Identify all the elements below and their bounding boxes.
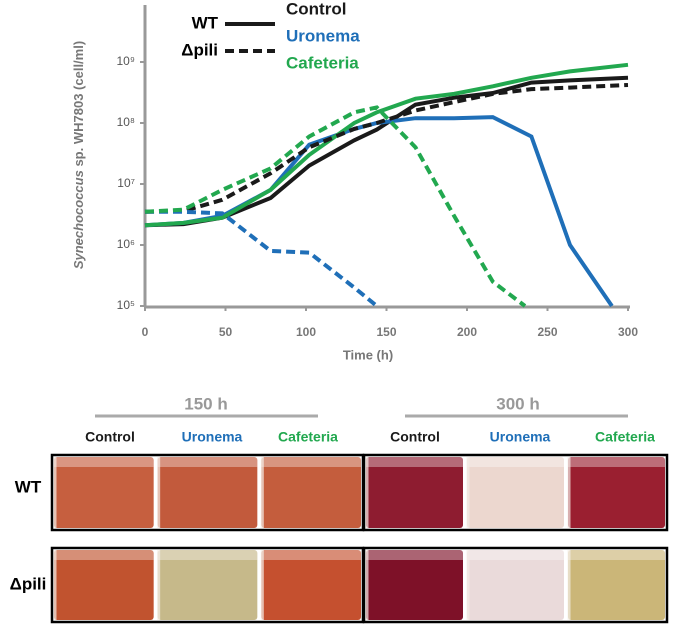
x-tick-label: 0 [142,325,149,339]
time-label: 300 h [496,394,539,413]
vial [366,457,463,528]
photo-frame [362,453,669,532]
vial-top [366,457,463,467]
vial [54,457,154,528]
series-line [144,115,614,308]
x-axis-label: Time (h) [343,347,393,362]
legend-label: WT [192,13,219,32]
vial [54,550,154,620]
column-label: Control [85,429,135,445]
time-label: 150 h [184,394,227,413]
vial-top [568,550,665,560]
vial-top [467,550,564,560]
y-tick-label: 10⁸ [117,115,135,129]
vial [568,457,665,528]
column-label: Cafeteria [595,429,655,445]
x-tick-label: 200 [457,325,477,339]
vial-top [366,550,463,560]
photo-frame [362,546,669,624]
x-tick-label: 100 [296,325,316,339]
vial [157,457,258,528]
vial-top [54,550,154,560]
legend-label: Control [286,0,346,18]
vial [261,550,361,620]
y-tick-label: 10⁶ [117,237,135,251]
vial-top [261,457,361,467]
column-label: Uronema [490,429,551,445]
vial [261,457,361,528]
series-line [144,62,629,228]
vial [157,550,258,620]
row-label: Δpili [10,574,47,593]
legend-label: Δpili [181,40,218,59]
vial [568,550,665,620]
y-tick-label: 10⁷ [117,176,135,190]
y-label-italic: Synechococcus [71,170,86,269]
column-label: Cafeteria [278,429,338,445]
y-axis-label: Synechococcus sp. WH7803 (cell/ml) [71,41,86,269]
plot: 0 50 100 150 200 250 300 10⁵ 10⁶ 10⁷ 10⁸ 10⁹ WT Δpili… [117,0,639,339]
vial-top [467,457,564,467]
vial [366,550,463,620]
vial [467,550,564,620]
vial-top [261,550,361,560]
x-tick-label: 50 [219,325,233,339]
legend-label: Cafeteria [286,53,359,72]
row-label: WT [15,477,42,496]
vial-top [157,550,258,560]
photos: Control Uronema Cafeteria Control Uronema Caf… [50,429,669,624]
vial [467,457,564,528]
x-tick-label: 300 [618,325,638,339]
x-tick-label: 150 [376,325,396,339]
vial-top [54,457,154,467]
y-label-rest: sp. WH7803 (cell/ml) [71,41,86,170]
y-tick-label: 10⁵ [117,298,135,312]
x-tick-label: 250 [537,325,557,339]
vial-top [157,457,258,467]
column-label: Control [390,429,440,445]
legend-label: Uronema [286,26,360,45]
series-line [144,83,629,214]
vial-top [568,457,665,467]
column-label: Uronema [182,429,243,445]
y-tick-label: 10⁹ [117,54,136,68]
